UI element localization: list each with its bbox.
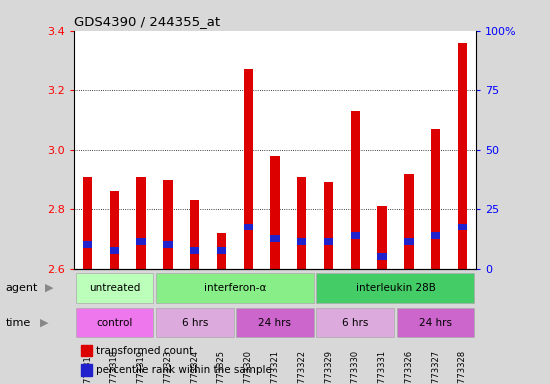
Bar <box>324 182 333 269</box>
Bar <box>377 253 387 260</box>
Bar <box>404 238 414 245</box>
Bar <box>270 235 280 242</box>
Bar <box>316 273 475 303</box>
Bar <box>236 308 314 337</box>
Text: GDS4390 / 244355_at: GDS4390 / 244355_at <box>74 15 221 28</box>
Bar <box>217 233 226 269</box>
Bar <box>377 206 387 269</box>
Bar <box>404 174 414 269</box>
Text: ▶: ▶ <box>40 318 48 328</box>
Bar <box>75 308 153 337</box>
Bar <box>81 345 92 356</box>
Text: ▶: ▶ <box>45 283 53 293</box>
Text: untreated: untreated <box>89 283 140 293</box>
Bar <box>136 238 146 245</box>
Text: transformed count: transformed count <box>96 346 194 356</box>
Bar <box>217 247 226 254</box>
Bar <box>156 308 234 337</box>
Bar <box>83 177 92 269</box>
Bar <box>244 70 253 269</box>
Bar <box>431 129 441 269</box>
Text: 6 hrs: 6 hrs <box>182 318 208 328</box>
Bar <box>109 247 119 254</box>
Bar <box>350 111 360 269</box>
Bar <box>316 308 394 337</box>
Bar <box>190 247 200 254</box>
Bar <box>270 156 280 269</box>
Bar <box>458 43 467 269</box>
Bar <box>431 232 441 239</box>
Bar <box>190 200 200 269</box>
Bar <box>244 223 253 230</box>
Text: time: time <box>6 318 31 328</box>
Text: percentile rank within the sample: percentile rank within the sample <box>96 365 272 375</box>
Bar <box>109 192 119 269</box>
Bar <box>163 180 173 269</box>
Text: interferon-α: interferon-α <box>204 283 266 293</box>
Bar <box>75 273 153 303</box>
Text: 24 hrs: 24 hrs <box>419 318 452 328</box>
Bar <box>297 177 306 269</box>
Bar <box>156 273 314 303</box>
Bar <box>81 364 92 376</box>
Bar <box>83 242 92 248</box>
Bar <box>397 308 475 337</box>
Text: control: control <box>96 318 133 328</box>
Bar <box>297 238 306 245</box>
Bar <box>163 242 173 248</box>
Bar <box>458 223 467 230</box>
Bar <box>136 177 146 269</box>
Text: 24 hrs: 24 hrs <box>258 318 292 328</box>
Text: interleukin 28B: interleukin 28B <box>355 283 436 293</box>
Bar <box>324 238 333 245</box>
Text: agent: agent <box>6 283 38 293</box>
Text: 6 hrs: 6 hrs <box>342 318 369 328</box>
Bar <box>350 232 360 239</box>
